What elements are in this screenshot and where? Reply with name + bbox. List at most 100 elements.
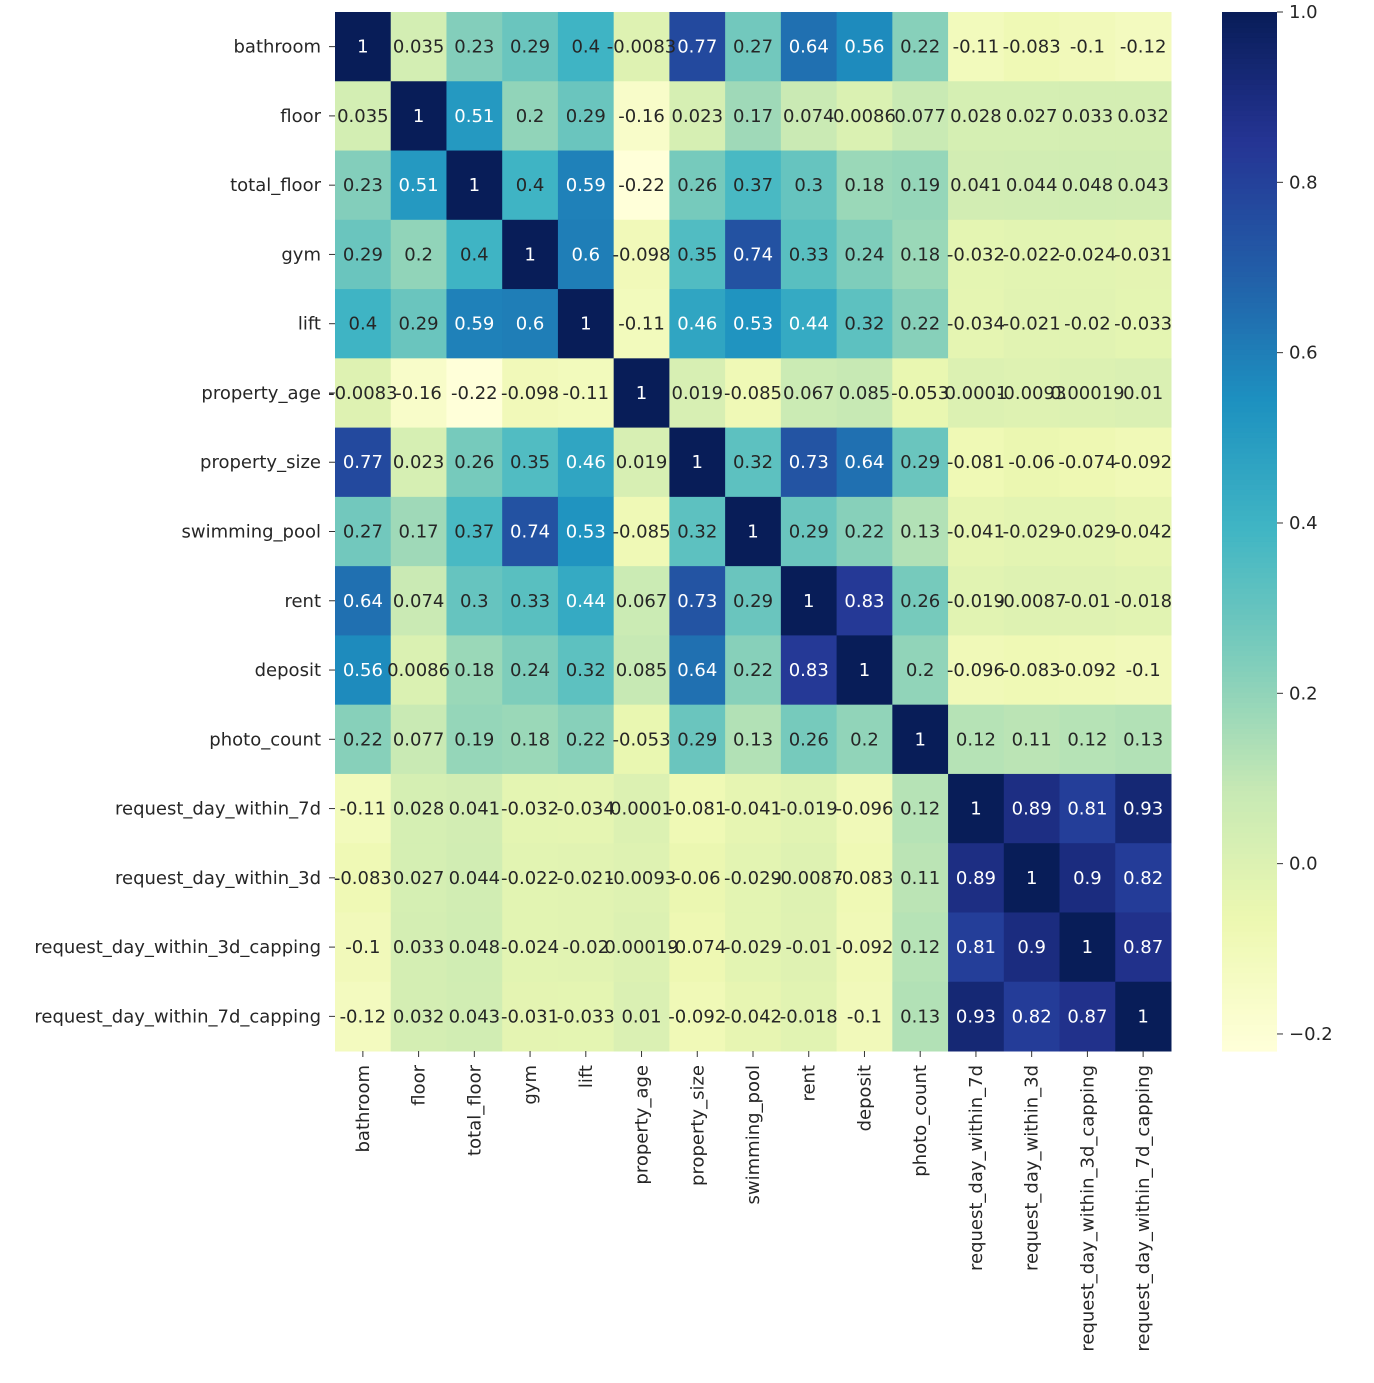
heatmap-cell <box>1003 289 1061 359</box>
colorbar-segment <box>1222 271 1277 278</box>
colorbar-segment <box>1222 812 1277 818</box>
cell-annotation: 0.12 <box>900 799 940 820</box>
cell-annotation: 0.17 <box>399 522 439 543</box>
heatmap-cell <box>725 843 782 913</box>
colorbar-tick-label: 0.0 <box>1289 854 1318 875</box>
heatmap-cell <box>446 635 503 706</box>
cell-annotation: 0.4 <box>516 175 545 196</box>
y-tick-label: rent <box>284 591 321 612</box>
heatmap-cell <box>390 150 447 221</box>
heatmap-cell <box>836 704 893 775</box>
colorbar-segment <box>1222 630 1277 636</box>
x-tick-label: deposit <box>854 1065 875 1131</box>
heatmap-cell <box>669 704 726 775</box>
cell-annotation: 0.51 <box>454 106 494 127</box>
colorbar-segment <box>1222 391 1277 398</box>
colorbar-segment <box>1222 806 1277 813</box>
cell-annotation: -0.085 <box>613 522 671 543</box>
heatmap-cell <box>557 219 615 290</box>
cell-annotation: -0.0087 <box>997 591 1066 612</box>
cell-annotation: -0.11 <box>563 383 610 404</box>
heatmap-cell <box>780 358 838 429</box>
heatmap-cell <box>613 12 670 82</box>
cell-annotation: 0.26 <box>789 729 829 750</box>
y-tick-label: deposit <box>255 660 321 681</box>
colorbar-segment <box>1222 500 1277 507</box>
heatmap-cell <box>335 566 392 636</box>
colorbar-segment <box>1222 1019 1277 1026</box>
colorbar-segment <box>1222 635 1277 642</box>
colorbar-segment <box>1222 173 1277 179</box>
heatmap-cell <box>892 289 949 359</box>
colorbar-segment <box>1222 147 1277 153</box>
x-tick-label: floor <box>409 1064 430 1105</box>
cell-annotation: -0.033 <box>557 1006 615 1027</box>
colorbar-segment <box>1222 765 1277 772</box>
heatmap-cell <box>502 219 559 290</box>
colorbar-segment <box>1222 204 1277 211</box>
heatmap-cell <box>780 219 838 290</box>
colorbar-segment <box>1222 900 1277 907</box>
colorbar-segment <box>1222 328 1277 335</box>
cell-annotation: 0.32 <box>733 452 773 473</box>
cell-annotation: 0.18 <box>900 244 940 265</box>
colorbar-segment <box>1222 157 1277 164</box>
cell-annotation: 1 <box>1026 868 1037 889</box>
colorbar-segment <box>1222 562 1277 569</box>
heatmap-cell <box>557 912 615 983</box>
colorbar-segment <box>1222 744 1277 751</box>
heatmap-cell <box>390 12 447 82</box>
colorbar-segment <box>1222 214 1277 221</box>
cell-annotation: 0.041 <box>950 175 1002 196</box>
cell-annotation: -0.02 <box>1064 314 1111 335</box>
cell-annotation: -0.098 <box>613 244 671 265</box>
cell-annotation: 0.29 <box>677 729 717 750</box>
heatmap-cell <box>502 496 559 567</box>
colorbar-segment <box>1222 318 1277 325</box>
heatmap-cell <box>892 635 949 706</box>
heatmap-cell <box>335 912 392 983</box>
heatmap-cell <box>557 566 615 636</box>
heatmap-cell <box>613 496 670 567</box>
heatmap-cell <box>1003 219 1061 290</box>
colorbar-segment <box>1222 676 1277 683</box>
colorbar-segment <box>1222 360 1277 366</box>
heatmap-cell <box>725 635 782 706</box>
colorbar-segment <box>1222 609 1277 616</box>
colorbar-segment <box>1222 599 1277 605</box>
cell-annotation: 0.24 <box>510 660 550 681</box>
cell-annotation: 0.4 <box>349 314 378 335</box>
heatmap-cell <box>335 12 392 82</box>
colorbar-segment <box>1222 593 1277 600</box>
colorbar-segment <box>1222 495 1277 501</box>
colorbar-segment <box>1222 58 1277 65</box>
heatmap-cell <box>780 566 838 636</box>
cell-annotation: -0.031 <box>501 1006 559 1027</box>
colorbar-segment <box>1222 427 1277 434</box>
heatmap-cell <box>892 496 949 567</box>
cell-annotation: -0.021 <box>557 868 615 889</box>
cell-annotation: -0.11 <box>953 37 1000 58</box>
cell-annotation: -0.096 <box>947 660 1005 681</box>
heatmap-cell <box>948 427 1005 498</box>
heatmap-cell <box>1059 635 1116 706</box>
heatmap-cell <box>335 496 392 567</box>
heatmap-cell <box>1003 843 1061 913</box>
colorbar-segment <box>1222 791 1277 798</box>
cell-annotation: -0.0083 <box>607 37 676 58</box>
cell-annotation: 0.29 <box>343 244 383 265</box>
heatmap-cell <box>613 81 670 152</box>
cell-annotation: 0.64 <box>789 37 829 58</box>
colorbar-segment <box>1222 625 1277 631</box>
cell-annotation: 0.048 <box>1062 175 1114 196</box>
cell-annotation: 1 <box>413 106 424 127</box>
heatmap-cell <box>948 912 1005 983</box>
colorbar-tick-label: 0.2 <box>1289 683 1318 704</box>
heatmap-cell <box>1115 81 1172 152</box>
cell-annotation: 0.26 <box>454 452 494 473</box>
colorbar-segment <box>1222 84 1277 91</box>
colorbar-segment <box>1222 536 1277 543</box>
colorbar-segment <box>1222 443 1277 449</box>
heatmap-cell <box>836 150 893 221</box>
colorbar-segment <box>1222 412 1277 418</box>
